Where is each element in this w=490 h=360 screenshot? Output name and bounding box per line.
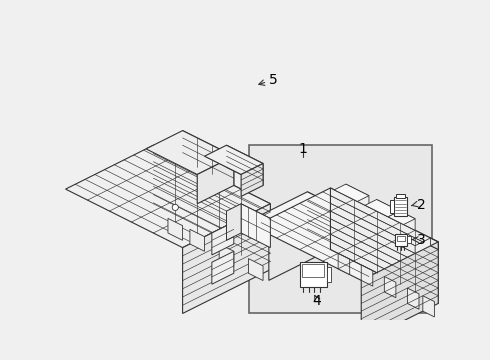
Polygon shape bbox=[338, 253, 350, 275]
Bar bbox=[302, 264, 324, 276]
Bar bbox=[393, 197, 408, 216]
Text: 3: 3 bbox=[416, 233, 425, 247]
Polygon shape bbox=[212, 251, 234, 284]
Text: 5: 5 bbox=[269, 73, 277, 87]
Bar bbox=[249, 145, 432, 313]
Polygon shape bbox=[334, 184, 369, 202]
Polygon shape bbox=[226, 204, 241, 240]
Polygon shape bbox=[146, 131, 234, 175]
Polygon shape bbox=[361, 242, 438, 342]
Bar bbox=[327, 266, 331, 282]
Polygon shape bbox=[183, 131, 234, 185]
Polygon shape bbox=[153, 145, 270, 270]
Polygon shape bbox=[245, 192, 330, 234]
Polygon shape bbox=[415, 238, 431, 253]
Polygon shape bbox=[241, 163, 263, 197]
Polygon shape bbox=[204, 145, 263, 175]
Polygon shape bbox=[307, 192, 330, 249]
Polygon shape bbox=[388, 211, 415, 225]
Bar bbox=[396, 194, 405, 198]
Polygon shape bbox=[408, 288, 419, 309]
Text: 1: 1 bbox=[298, 143, 307, 157]
Bar bbox=[395, 234, 407, 246]
Polygon shape bbox=[226, 145, 263, 185]
Polygon shape bbox=[384, 276, 396, 298]
Polygon shape bbox=[361, 265, 373, 286]
Polygon shape bbox=[66, 145, 270, 248]
Polygon shape bbox=[365, 199, 400, 217]
Polygon shape bbox=[248, 258, 263, 280]
Polygon shape bbox=[400, 211, 415, 230]
Circle shape bbox=[172, 204, 178, 211]
Polygon shape bbox=[269, 203, 330, 280]
Polygon shape bbox=[377, 199, 400, 222]
Polygon shape bbox=[219, 244, 234, 266]
Text: 2: 2 bbox=[416, 198, 425, 212]
Polygon shape bbox=[253, 188, 438, 280]
Bar bbox=[391, 200, 394, 213]
Bar bbox=[300, 262, 326, 287]
Bar bbox=[397, 236, 405, 241]
Polygon shape bbox=[197, 156, 234, 204]
Polygon shape bbox=[168, 219, 183, 240]
Bar bbox=[407, 237, 411, 243]
Polygon shape bbox=[346, 184, 369, 207]
Polygon shape bbox=[212, 222, 234, 255]
Polygon shape bbox=[330, 188, 438, 303]
Polygon shape bbox=[241, 204, 270, 248]
Text: 4: 4 bbox=[312, 294, 321, 308]
Polygon shape bbox=[183, 204, 270, 314]
Polygon shape bbox=[423, 296, 435, 317]
Polygon shape bbox=[190, 229, 204, 251]
